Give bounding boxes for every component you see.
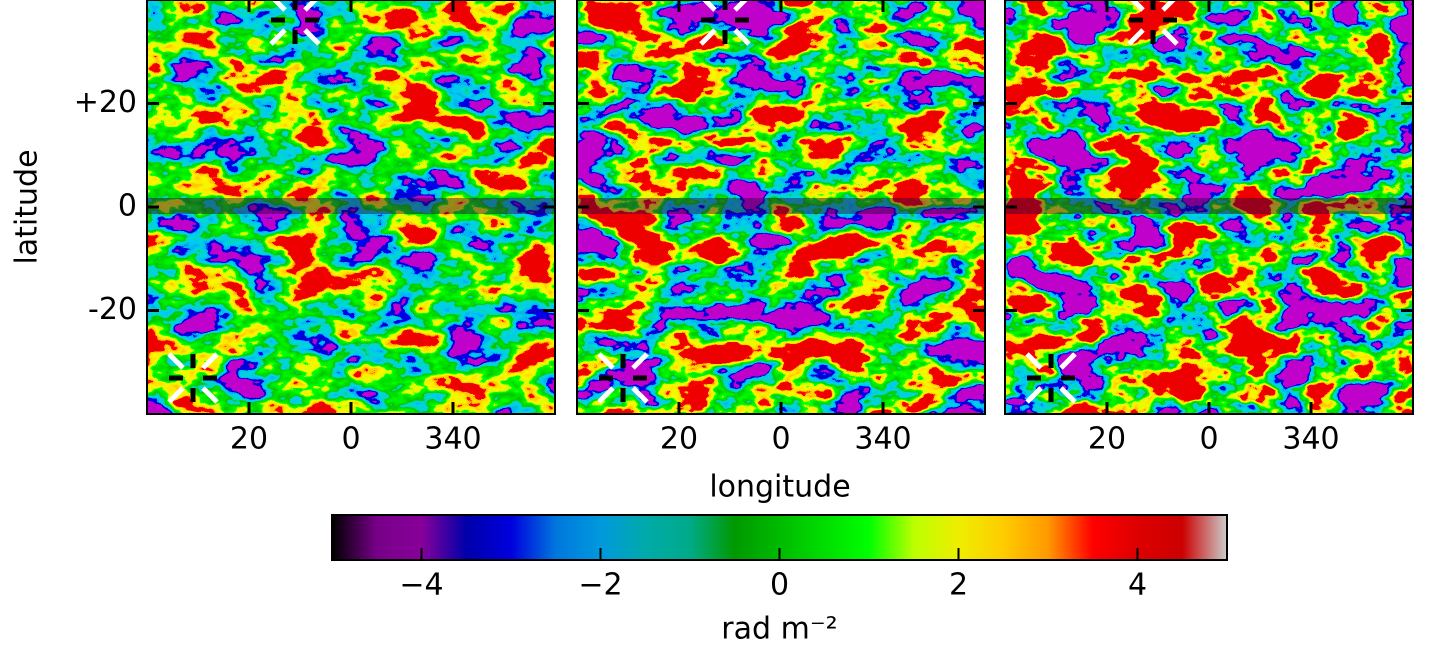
x-tick-label: 340	[854, 422, 911, 457]
x-tick-label: 20	[1088, 422, 1126, 457]
y-tick-label: 0	[118, 189, 137, 224]
marker-cross	[597, 386, 615, 404]
x-tick-label: 340	[424, 422, 481, 457]
x-tick-label: 20	[660, 422, 698, 457]
x-axis-label: longitude	[709, 470, 850, 505]
colorbar-tick-label: −2	[578, 568, 622, 603]
marker-cross	[1059, 352, 1077, 370]
marker-cross	[733, 0, 749, 12]
y-axis-label: latitude	[10, 149, 45, 264]
marker-cross	[1025, 352, 1043, 370]
marker-cross	[631, 352, 649, 370]
colorbar-label: rad m⁻²	[721, 612, 837, 647]
marker-cross	[1161, 28, 1179, 46]
map-image	[147, 0, 555, 414]
marker-cross	[269, 28, 287, 46]
marker-cross	[1129, 0, 1145, 12]
y-tick-label: -20	[88, 292, 137, 327]
x-tick-label: 0	[341, 422, 360, 457]
marker-cross	[1127, 28, 1145, 46]
plane-band	[577, 198, 985, 214]
x-tick-label: 340	[1282, 422, 1339, 457]
marker-cross	[1161, 0, 1177, 12]
x-tick-label: 0	[1199, 422, 1218, 457]
marker-cross	[167, 352, 185, 370]
plane-band	[147, 198, 555, 214]
marker-cross	[167, 386, 185, 404]
marker-cross	[1059, 386, 1077, 404]
marker-cross	[271, 0, 287, 12]
y-tick-label: +20	[74, 85, 137, 120]
map-image	[577, 0, 985, 414]
marker-cross	[699, 28, 717, 46]
marker-cross	[733, 28, 751, 46]
x-tick-label: 20	[230, 422, 268, 457]
marker-cross	[303, 28, 321, 46]
colorbar-tick-label: 0	[770, 568, 789, 603]
marker-cross	[597, 352, 615, 370]
marker-cross	[701, 0, 717, 12]
x-tick-label: 0	[771, 422, 790, 457]
colorbar-tick-label: 4	[1128, 568, 1147, 603]
colorbar-tick-label: 2	[949, 568, 968, 603]
marker-cross	[201, 352, 219, 370]
marker-cross	[1025, 386, 1043, 404]
marker-cross	[201, 386, 219, 404]
map-image	[1005, 0, 1413, 414]
marker-cross	[303, 0, 319, 12]
marker-cross	[631, 386, 649, 404]
plane-band	[1005, 198, 1413, 214]
colorbar-tick-label: −4	[399, 568, 443, 603]
